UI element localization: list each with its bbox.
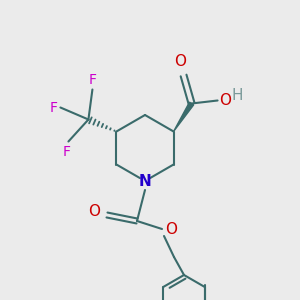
Text: H: H (232, 88, 243, 103)
Text: F: F (50, 100, 57, 115)
Text: F: F (88, 73, 96, 86)
Text: F: F (62, 145, 70, 158)
Polygon shape (174, 102, 194, 131)
Text: O: O (165, 221, 177, 236)
Text: O: O (220, 93, 232, 108)
Text: N: N (139, 173, 152, 188)
Text: O: O (88, 203, 100, 218)
Text: O: O (175, 53, 187, 68)
